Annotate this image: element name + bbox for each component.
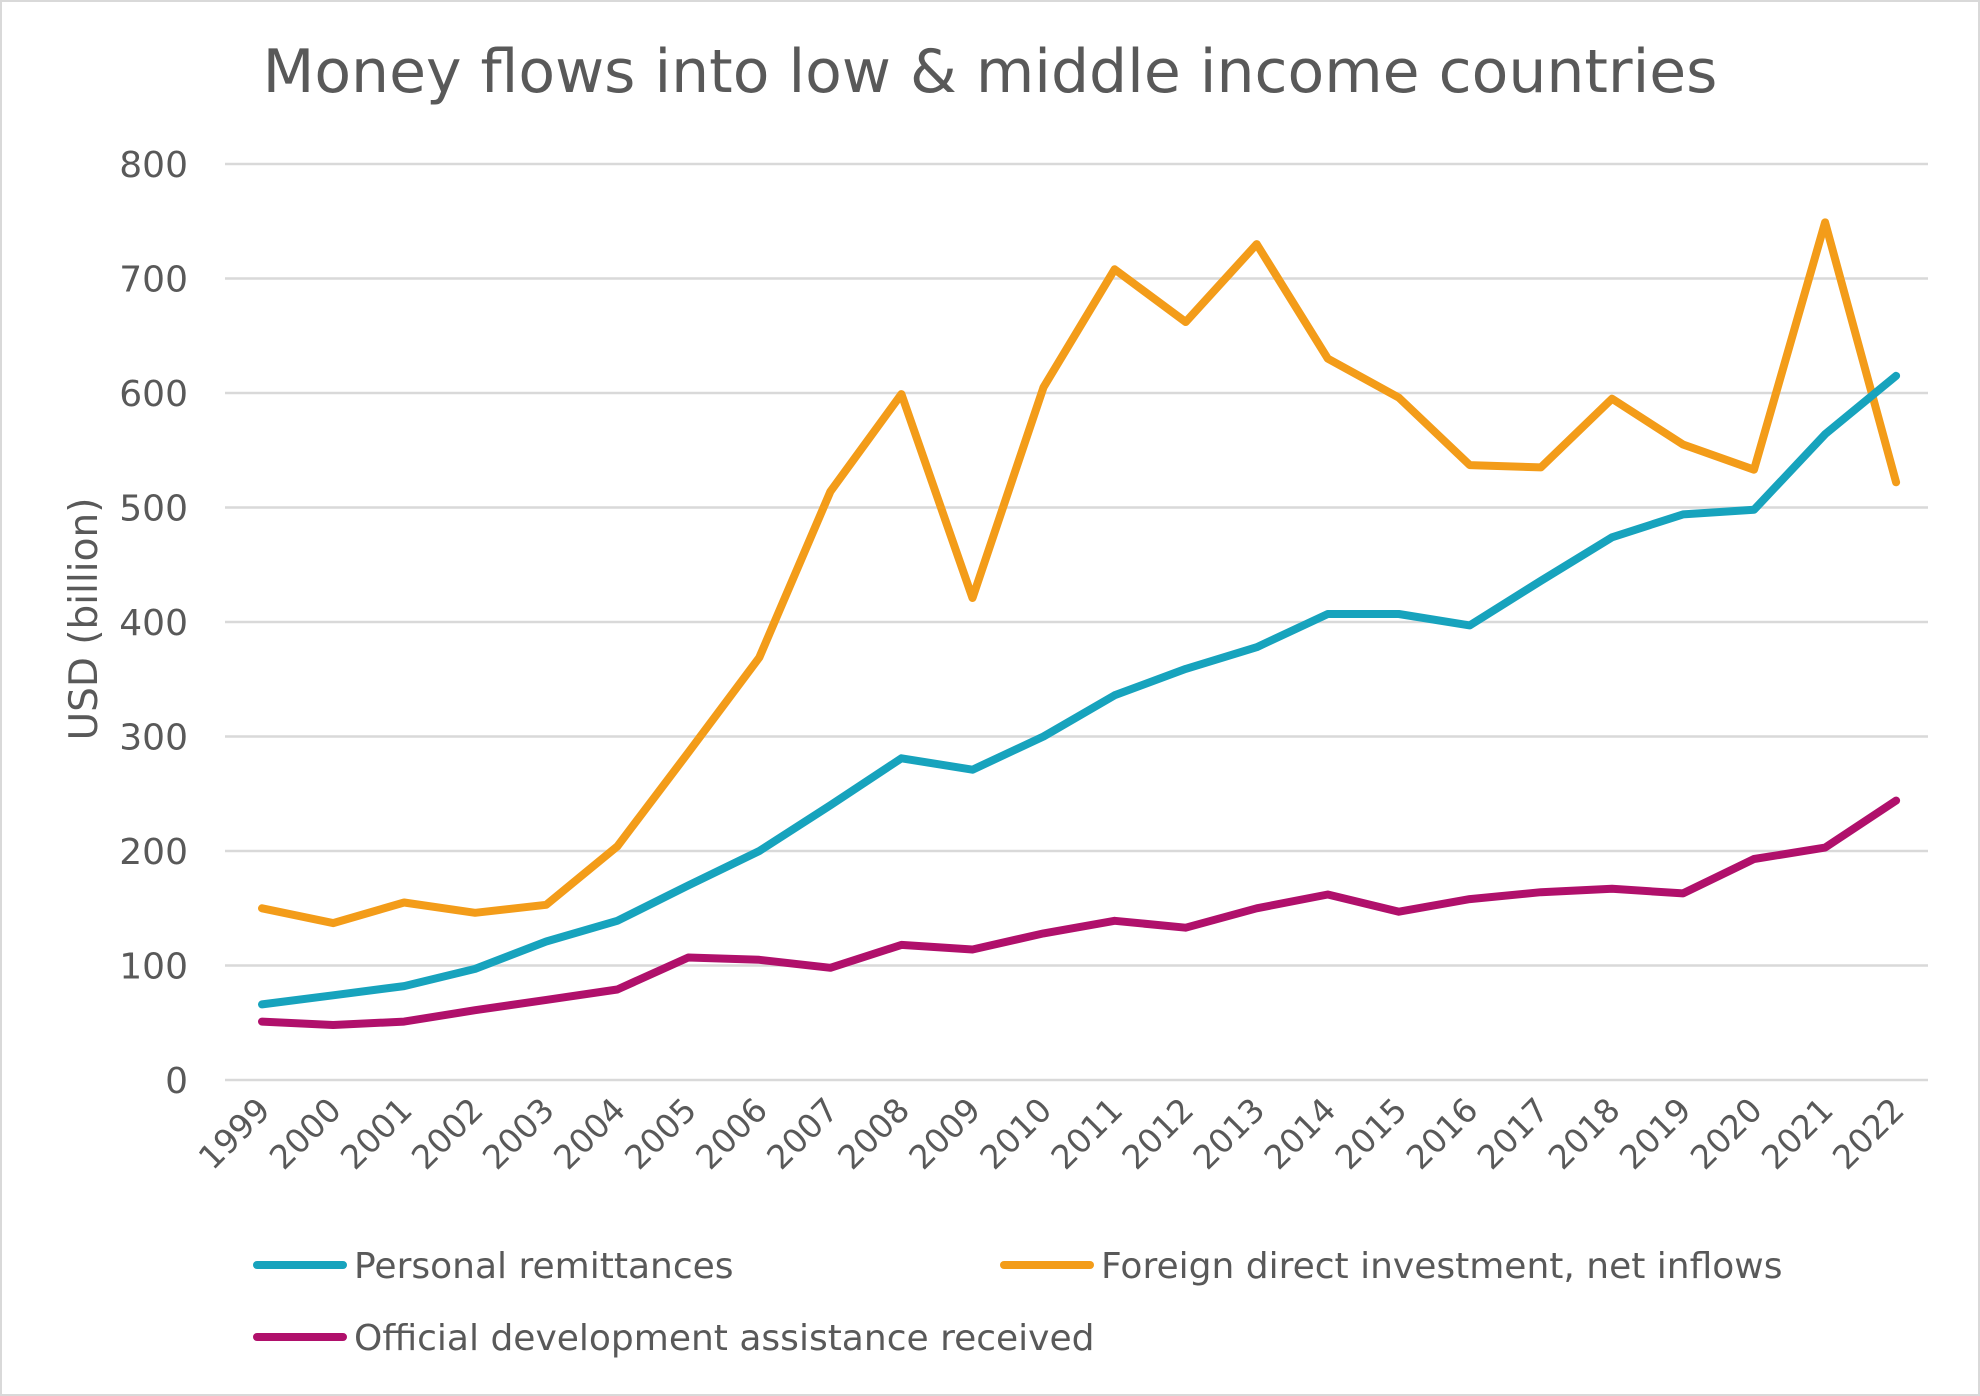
- gridlines: [225, 162, 1928, 1082]
- x-tick-label: 2003: [475, 1090, 562, 1177]
- x-tick-label: 2008: [830, 1090, 917, 1177]
- x-tick-label: 2019: [1612, 1090, 1699, 1177]
- x-tick-label: 2000: [262, 1090, 349, 1177]
- y-tick-label: 700: [119, 260, 188, 301]
- x-tick-label: 2014: [1256, 1090, 1343, 1177]
- series-line-1: [258, 218, 1901, 928]
- x-tick-label: 2018: [1541, 1090, 1628, 1177]
- x-tick-label: 2021: [1754, 1090, 1841, 1177]
- series-line-2: [258, 796, 1901, 1029]
- legend: Personal remittances Foreign direct inves…: [253, 1246, 1783, 1359]
- x-tick-label: 1999: [191, 1090, 278, 1177]
- x-tick-label: 2001: [333, 1090, 420, 1177]
- legend-label: Official development assistance received: [354, 1318, 1094, 1359]
- x-tick-label: 2022: [1825, 1090, 1912, 1177]
- y-tick-label: 400: [119, 603, 188, 644]
- x-tick-label: 2002: [404, 1090, 491, 1177]
- x-axis-ticks: 1999200020012002200320042005200620072008…: [191, 1090, 1912, 1177]
- y-tick-label: 200: [119, 832, 188, 873]
- x-tick-label: 2012: [1114, 1090, 1201, 1177]
- x-tick-label: 2007: [759, 1090, 846, 1177]
- y-tick-label: 800: [119, 145, 188, 186]
- x-tick-label: 2010: [972, 1090, 1059, 1177]
- x-tick-label: 2015: [1327, 1090, 1414, 1177]
- x-tick-label: 2009: [901, 1090, 988, 1177]
- y-axis-label: USD (billion): [62, 498, 107, 741]
- x-tick-label: 2006: [688, 1090, 775, 1177]
- x-tick-label: 2017: [1470, 1090, 1557, 1177]
- x-tick-label: 2005: [617, 1090, 704, 1177]
- x-tick-label: 2013: [1185, 1090, 1272, 1177]
- y-tick-label: 100: [119, 947, 188, 988]
- x-tick-label: 2011: [1043, 1090, 1130, 1177]
- chart-title: Money flows into low & middle income cou…: [263, 37, 1718, 107]
- x-tick-label: 2004: [546, 1090, 633, 1177]
- y-tick-label: 500: [119, 489, 188, 530]
- y-tick-label: 600: [119, 374, 188, 415]
- x-tick-label: 2020: [1683, 1090, 1770, 1177]
- y-axis-ticks: 0 100 200 300 400 500 600 700 800: [119, 145, 188, 1102]
- legend-label: Personal remittances: [354, 1246, 734, 1287]
- legend-label: Foreign direct investment, net inflows: [1101, 1246, 1783, 1287]
- x-tick-label: 2016: [1399, 1090, 1486, 1177]
- y-tick-label: 300: [119, 718, 188, 759]
- y-tick-label: 0: [165, 1061, 188, 1102]
- series-lines: [258, 218, 1901, 1029]
- series-line-0: [258, 371, 1901, 1009]
